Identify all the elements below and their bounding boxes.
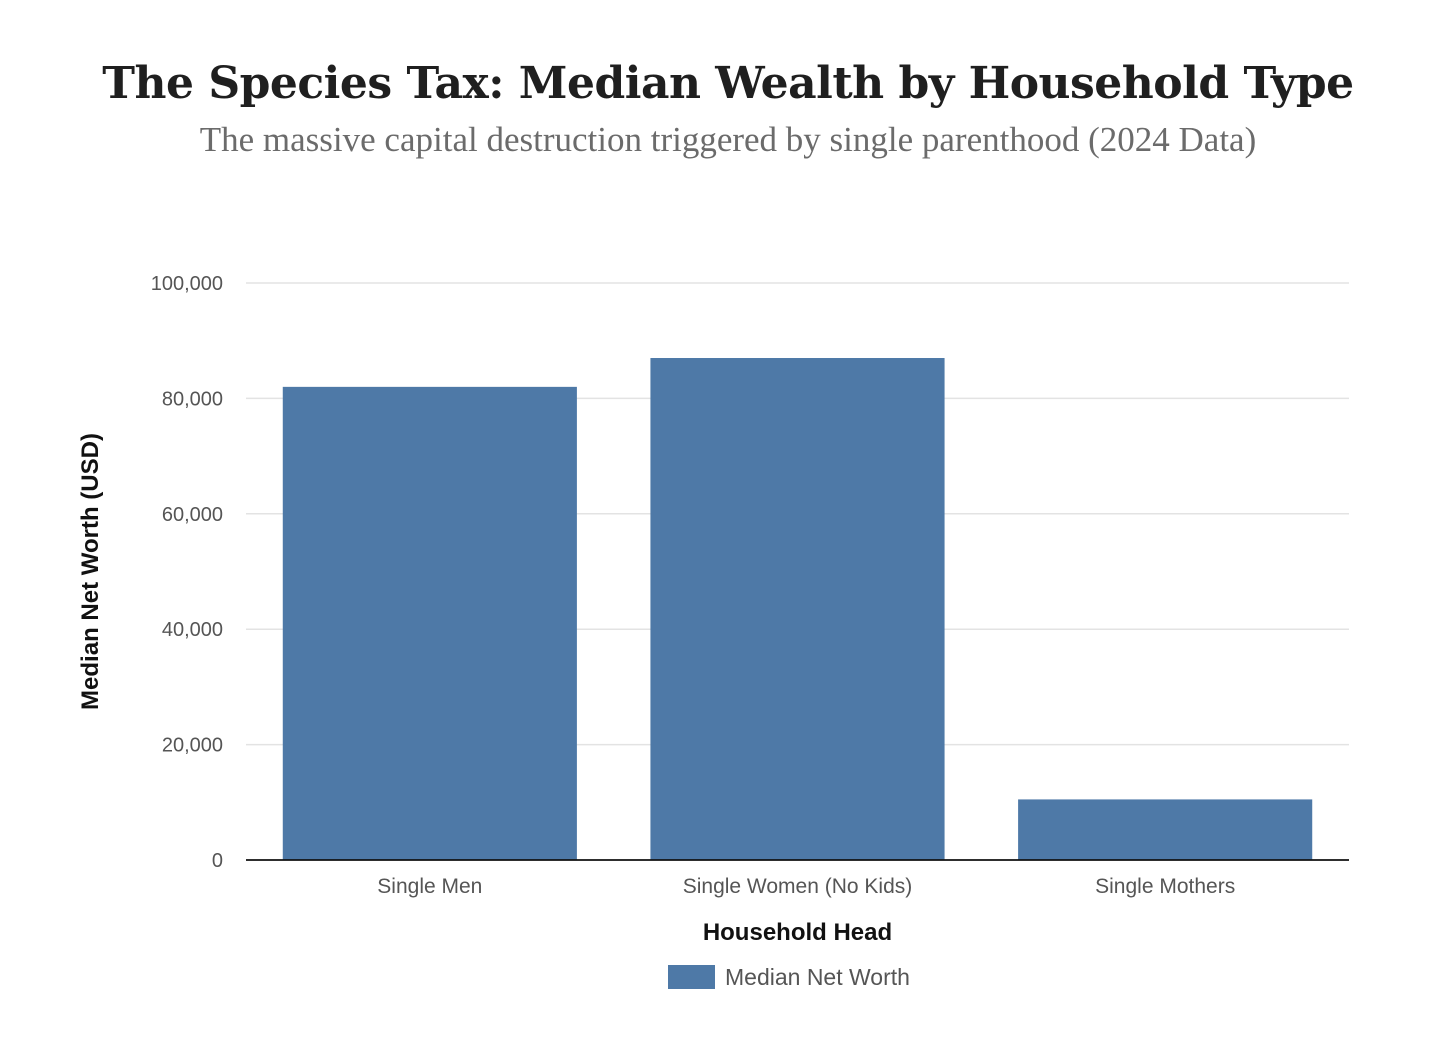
bar: [282, 386, 577, 860]
legend-swatch: [668, 965, 715, 989]
x-tick-label: Single Men: [377, 875, 482, 898]
y-tick-label: 80,000: [162, 388, 223, 410]
bars: [282, 358, 1313, 860]
chart-subtitle: The massive capital destruction triggere…: [199, 120, 1257, 159]
chart-title: The Species Tax: Median Wealth by Househ…: [102, 58, 1354, 109]
x-tick-label: Single Mothers: [1095, 875, 1235, 898]
y-axis-title: Median Net Worth (USD): [77, 433, 104, 710]
x-axis-ticks: Single Men Single Women (No Kids) Single M…: [377, 875, 1235, 898]
y-tick-label: 40,000: [162, 619, 223, 641]
bar: [650, 358, 945, 860]
y-tick-label: 0: [212, 850, 223, 872]
x-axis-title: Household Head: [703, 919, 892, 946]
y-tick-label: 20,000: [162, 735, 223, 757]
bar: [1018, 799, 1313, 860]
y-tick-label: 100,000: [151, 273, 223, 295]
y-axis-ticks: 0 20,000 40,000 60,000 80,000 100,000: [151, 273, 223, 872]
x-tick-label: Single Women (No Kids): [683, 875, 913, 898]
y-tick-label: 60,000: [162, 504, 223, 526]
legend-label: Median Net Worth: [725, 964, 910, 990]
legend: Median Net Worth: [668, 964, 910, 990]
